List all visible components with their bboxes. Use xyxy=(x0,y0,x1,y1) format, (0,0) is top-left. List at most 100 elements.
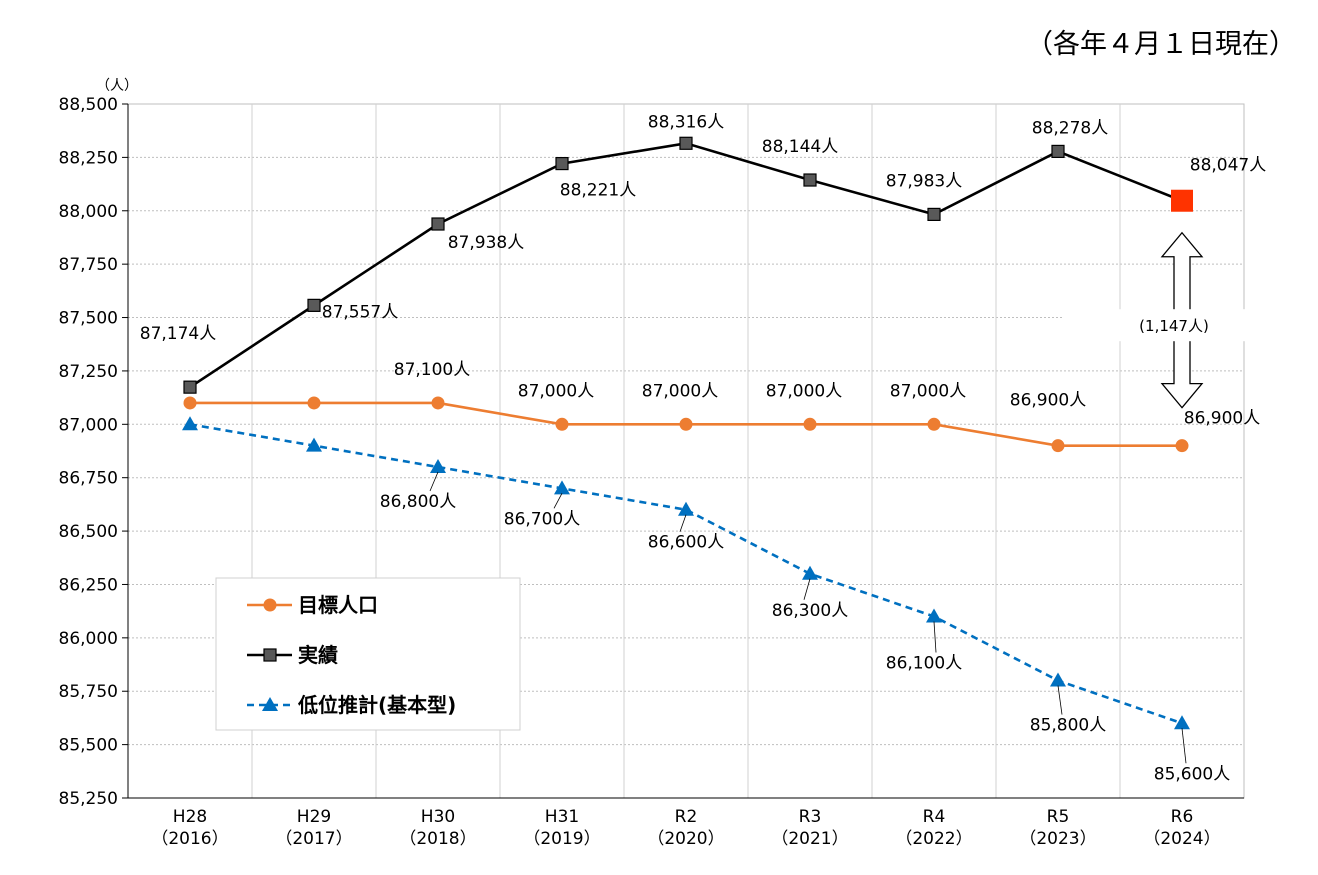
data-label: 88,144人 xyxy=(762,137,838,157)
data-point-circle xyxy=(803,417,817,431)
leader-line xyxy=(553,493,563,509)
y-tick-label: 87,750 xyxy=(59,255,118,275)
leader-line xyxy=(679,514,687,532)
data-label: 87,000人 xyxy=(766,381,842,401)
leader-line xyxy=(803,578,811,600)
data-point-circle xyxy=(555,417,569,431)
data-label: 86,700人 xyxy=(504,509,580,529)
data-label: 87,938人 xyxy=(448,233,524,253)
data-label: 88,047人 xyxy=(1190,156,1266,176)
x-tick-label: R2 xyxy=(675,807,698,827)
data-point-triangle xyxy=(182,416,198,431)
data-label: 87,000人 xyxy=(518,381,594,401)
x-tick-label: H31 xyxy=(545,807,579,827)
y-tick-label: 87,000 xyxy=(59,415,118,435)
x-tick-label: R6 xyxy=(1171,807,1194,827)
data-label: 86,900人 xyxy=(1184,409,1260,429)
y-tick-label: 86,000 xyxy=(59,629,118,649)
data-point-triangle xyxy=(926,608,942,623)
leader-line xyxy=(1181,728,1187,764)
data-point-highlight xyxy=(1171,189,1193,212)
x-tick-year: （2017） xyxy=(275,829,352,849)
down-arrow-icon xyxy=(1160,337,1204,409)
data-point-triangle xyxy=(678,501,694,516)
x-tick-year: （2024） xyxy=(1143,829,1220,849)
data-label: 88,221人 xyxy=(560,181,636,201)
data-label: 85,600人 xyxy=(1154,764,1230,784)
y-tick-label: 86,500 xyxy=(59,522,118,542)
annotation-bg xyxy=(1064,309,1300,342)
data-label: 85,800人 xyxy=(1030,716,1106,736)
data-point-circle xyxy=(927,417,941,431)
data-label: 87,000人 xyxy=(890,381,966,401)
data-point-square xyxy=(1051,144,1065,159)
y-tick-label: 85,250 xyxy=(59,789,118,809)
data-point-square xyxy=(679,136,693,150)
x-tick-label: R3 xyxy=(799,807,822,827)
x-tick-year: （2016） xyxy=(151,829,228,849)
legend-label-2: 低位推計(基本型) xyxy=(297,693,456,717)
data-point-triangle xyxy=(802,565,818,580)
legend-label-1: 実績 xyxy=(298,643,338,667)
data-point-triangle xyxy=(554,480,570,495)
data-point-circle xyxy=(431,396,445,410)
data-label: 87,983人 xyxy=(886,171,962,191)
y-tick-label: 87,250 xyxy=(59,362,118,382)
data-label: 86,800人 xyxy=(380,492,456,512)
leader-line xyxy=(429,471,439,492)
data-label: 87,000人 xyxy=(642,381,718,401)
series-line-1 xyxy=(189,141,1183,389)
date-note: （各年４月１日現在） xyxy=(1026,29,1296,60)
data-point-square xyxy=(927,207,941,221)
y-tick-label: 87,500 xyxy=(59,309,118,329)
x-tick-year: （2022） xyxy=(895,829,972,849)
data-point-circle xyxy=(679,417,693,431)
data-point-triangle xyxy=(430,459,446,474)
x-tick-label: H30 xyxy=(421,807,455,827)
data-label: 88,316人 xyxy=(648,112,724,132)
annotation-text: (1,147人) xyxy=(1139,317,1209,335)
data-point-circle xyxy=(1175,439,1189,453)
x-tick-year: （2021） xyxy=(771,829,848,849)
data-label: 87,174人 xyxy=(140,324,216,344)
data-point-triangle xyxy=(262,697,278,711)
axes: 88,500 88,250 88,000 87,750 87,500 87,250 87,0… xyxy=(59,95,1244,849)
legend-label-0: 目標人口 xyxy=(298,593,378,617)
x-tick-label: R5 xyxy=(1047,807,1070,827)
x-tick-label: H28 xyxy=(173,807,207,827)
x-tick-label: H29 xyxy=(297,807,331,827)
x-tick-year: （2020） xyxy=(647,829,724,849)
data-label: 87,100人 xyxy=(394,360,470,380)
data-point-circle xyxy=(1051,439,1065,453)
data-point-triangle xyxy=(306,437,322,452)
data-label: 86,300人 xyxy=(772,601,848,621)
y-tick-label: 86,750 xyxy=(59,469,118,489)
data-labels: 87,100人 87,000人 87,000人 87,000人 87,000人 86,90… xyxy=(140,112,1266,784)
y-unit-label: （人） xyxy=(96,78,138,94)
data-point-triangle xyxy=(1174,715,1190,730)
y-tick-label: 88,000 xyxy=(59,202,118,222)
data-point-square xyxy=(431,217,445,231)
data-point-square xyxy=(803,173,817,187)
x-tick-year: （2018） xyxy=(399,829,476,849)
difference-annotation: (1,147人) xyxy=(1064,231,1300,409)
x-tick-label: R4 xyxy=(923,807,946,827)
series-group xyxy=(182,136,1193,730)
y-tick-label: 85,500 xyxy=(59,736,118,756)
data-point-square xyxy=(183,380,197,394)
y-tick-label: 85,750 xyxy=(59,682,118,702)
data-label: 86,100人 xyxy=(886,653,962,673)
data-point-circle xyxy=(307,396,321,410)
y-tick-label: 88,250 xyxy=(59,148,118,168)
data-label: 88,278人 xyxy=(1032,118,1108,138)
x-tick-year: （2019） xyxy=(523,829,600,849)
data-point-square xyxy=(307,298,321,312)
data-point-square xyxy=(263,648,277,662)
leader-line xyxy=(1057,685,1063,715)
x-tick-year: （2023） xyxy=(1019,829,1096,849)
data-point-circle xyxy=(183,396,197,410)
y-tick-label: 88,500 xyxy=(59,95,118,115)
data-label: 86,900人 xyxy=(1010,391,1086,411)
